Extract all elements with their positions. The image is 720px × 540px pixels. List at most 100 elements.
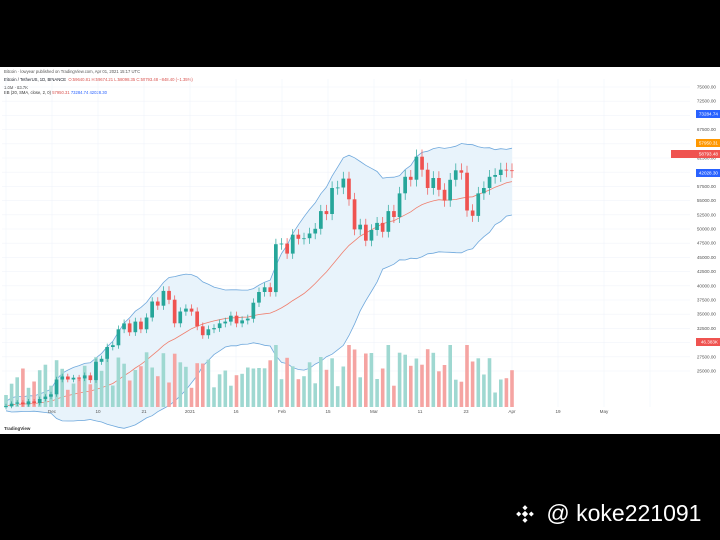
candle[interactable] <box>122 323 126 330</box>
candle[interactable] <box>414 156 419 180</box>
candle[interactable] <box>32 401 36 404</box>
candle[interactable] <box>420 156 424 170</box>
candle[interactable] <box>167 290 171 300</box>
candle[interactable] <box>66 376 70 380</box>
candle[interactable] <box>88 375 93 381</box>
candle[interactable] <box>240 320 244 324</box>
candle[interactable] <box>82 375 87 379</box>
candle[interactable] <box>403 176 407 194</box>
price-tag-label: 58793.48 <box>699 152 719 157</box>
candle[interactable] <box>262 287 267 292</box>
candle[interactable] <box>105 347 109 359</box>
candle[interactable] <box>358 224 362 230</box>
candle[interactable] <box>178 311 183 324</box>
candle[interactable] <box>15 402 20 404</box>
bb-label[interactable]: BB (20, SMA, close, 2, 0) <box>4 90 52 95</box>
candle[interactable] <box>448 179 452 201</box>
candle[interactable] <box>465 172 469 211</box>
candle[interactable] <box>302 238 306 240</box>
candle[interactable] <box>296 234 301 239</box>
candle[interactable] <box>245 318 250 321</box>
candle[interactable] <box>380 222 385 232</box>
candle[interactable] <box>184 308 188 312</box>
candle[interactable] <box>425 169 430 188</box>
candle[interactable] <box>229 315 233 322</box>
candle[interactable] <box>268 287 273 292</box>
candle[interactable] <box>60 376 65 380</box>
candle[interactable] <box>139 321 143 330</box>
candle[interactable] <box>111 345 115 347</box>
candle[interactable] <box>375 222 379 230</box>
candle[interactable] <box>319 211 323 229</box>
candle[interactable] <box>341 178 346 188</box>
candle[interactable] <box>26 401 31 405</box>
candle[interactable] <box>504 169 509 171</box>
candle[interactable] <box>459 170 464 173</box>
candle[interactable] <box>49 394 53 397</box>
candle[interactable] <box>487 176 492 188</box>
symbol-name[interactable]: Bitcoin / TetherUS, 1D, BINANCE <box>4 77 67 82</box>
candle[interactable] <box>251 302 256 319</box>
candle[interactable] <box>234 315 239 324</box>
candle[interactable] <box>408 176 413 180</box>
candle[interactable] <box>335 187 340 189</box>
candle[interactable] <box>195 311 199 327</box>
candle[interactable] <box>127 323 132 333</box>
candle[interactable] <box>369 230 374 241</box>
candle[interactable] <box>482 188 486 194</box>
candle[interactable] <box>364 224 368 241</box>
candle[interactable] <box>392 211 396 217</box>
candle[interactable] <box>9 403 14 407</box>
candle[interactable] <box>330 188 334 214</box>
candle[interactable] <box>431 178 436 188</box>
x-tick-label: May <box>600 409 609 414</box>
candle[interactable] <box>510 170 514 172</box>
candle[interactable] <box>206 329 211 336</box>
candle[interactable] <box>313 228 318 234</box>
candle[interactable] <box>386 211 391 232</box>
candle[interactable] <box>21 402 25 405</box>
candle[interactable] <box>77 377 81 379</box>
candle[interactable] <box>172 299 177 324</box>
candle[interactable] <box>274 244 278 293</box>
candle[interactable] <box>307 233 312 239</box>
candle[interactable] <box>347 178 351 200</box>
candle[interactable] <box>453 170 458 180</box>
price-chart[interactable]: 75000.0072500.0070000.0067500.0065000.00… <box>0 67 720 434</box>
candle[interactable] <box>116 329 121 346</box>
volume-bar <box>77 377 81 407</box>
candle[interactable] <box>94 361 98 381</box>
candle[interactable] <box>493 175 497 177</box>
candle[interactable] <box>155 301 160 306</box>
candle[interactable] <box>498 169 503 175</box>
candle[interactable] <box>223 321 228 324</box>
candle[interactable] <box>352 199 357 230</box>
candle[interactable] <box>470 210 475 216</box>
candle[interactable] <box>37 399 42 404</box>
candle[interactable] <box>212 328 216 330</box>
candle[interactable] <box>476 193 481 216</box>
volume-bar <box>167 382 171 407</box>
candle[interactable] <box>290 234 295 254</box>
candle[interactable] <box>161 290 166 306</box>
candle[interactable] <box>200 326 205 336</box>
candle[interactable] <box>133 321 138 333</box>
candle[interactable] <box>442 189 447 201</box>
candle[interactable] <box>99 358 104 362</box>
candle[interactable] <box>397 193 402 217</box>
candle[interactable] <box>54 379 59 395</box>
candle[interactable] <box>4 406 8 408</box>
candle[interactable] <box>285 243 289 254</box>
candle[interactable] <box>43 396 48 399</box>
candle[interactable] <box>324 211 329 215</box>
candle[interactable] <box>279 243 284 245</box>
candle[interactable] <box>189 308 194 312</box>
x-tick-label: Mar <box>370 409 378 414</box>
volume-bar <box>217 374 222 407</box>
candle[interactable] <box>437 178 441 190</box>
candle[interactable] <box>144 317 149 330</box>
candle[interactable] <box>71 377 76 380</box>
candle[interactable] <box>257 292 261 303</box>
candle[interactable] <box>217 323 222 329</box>
candle[interactable] <box>150 301 154 318</box>
